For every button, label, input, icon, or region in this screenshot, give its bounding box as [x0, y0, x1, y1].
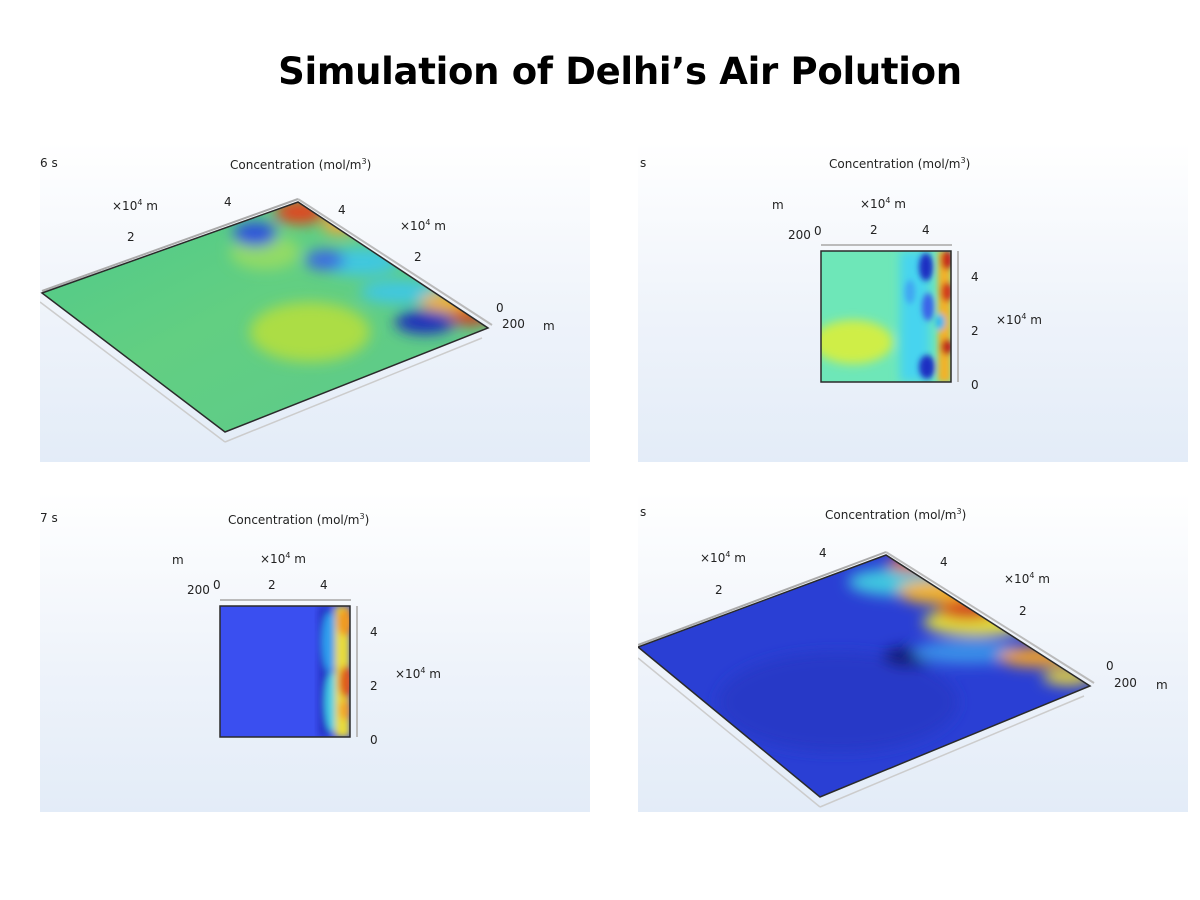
surface-outline	[820, 250, 952, 383]
surface-outline	[219, 605, 351, 738]
surface-outline	[40, 201, 490, 433]
tick-label: 0	[496, 301, 504, 315]
tick-label: 2	[127, 230, 135, 244]
unit-label: m	[772, 198, 784, 212]
time-label: 6 s	[40, 156, 58, 170]
tick-label: 4	[819, 546, 827, 560]
surface-plot-top-3: 7 s Concentration (mol/m3) m ×104 m 200 …	[40, 511, 441, 747]
tick-label: 0	[971, 378, 979, 392]
tick-label: 4	[320, 578, 328, 592]
tick-label: 200	[187, 583, 210, 597]
unit-label: m	[1156, 678, 1168, 692]
concentration-surface	[42, 202, 488, 432]
tick-label: 200	[788, 228, 811, 242]
tick-label: 4	[922, 223, 930, 237]
time-label: 7 s	[40, 511, 58, 525]
concentration-surface	[220, 606, 350, 737]
tick-label: 4	[971, 270, 979, 284]
unit-label: m	[172, 553, 184, 567]
axis-unit-label: ×104 m	[395, 666, 441, 681]
axis-line	[885, 551, 1095, 684]
tick-label: 0	[213, 578, 221, 592]
tick-label: 2	[1019, 604, 1027, 618]
axis-unit-label: ×104 m	[860, 196, 906, 211]
axis-unit-label: ×104 m	[400, 218, 446, 233]
axis-line	[638, 551, 887, 646]
axis-unit-label: ×104 m	[260, 551, 306, 566]
plot-title: Concentration (mol/m3)	[230, 157, 371, 172]
plot-title: Concentration (mol/m3)	[829, 156, 970, 171]
unit-label: m	[543, 319, 555, 333]
axis-unit-label: ×104 m	[996, 312, 1042, 327]
simulation-panel-1: 6 s Concentration (mol/m3) ×104 m 2 4 4 …	[40, 142, 590, 462]
axis-line	[819, 695, 1085, 808]
time-label: s	[640, 505, 646, 519]
axis-unit-label: ×104 m	[700, 550, 746, 565]
tick-label: 200	[502, 317, 525, 331]
plot-title: Concentration (mol/m3)	[825, 507, 966, 522]
tick-label: 0	[1106, 659, 1114, 673]
tick-label: 2	[414, 250, 422, 264]
surface-outline	[638, 554, 1092, 798]
tick-label: 4	[224, 195, 232, 209]
tick-label: 2	[715, 583, 723, 597]
simulation-panel-2: s Concentration (mol/m3) m ×104 m 200 0 …	[638, 142, 1188, 462]
tick-label: 0	[814, 224, 822, 238]
time-label: s	[640, 156, 646, 170]
tick-label: 4	[940, 555, 948, 569]
surface-plot-3d-1: 6 s Concentration (mol/m3) ×104 m 2 4 4 …	[40, 156, 555, 443]
axis-unit-label: ×104 m	[112, 198, 158, 213]
axis-line	[40, 301, 226, 443]
concentration-surface	[821, 251, 951, 382]
tick-label: 200	[1114, 676, 1137, 690]
tick-label: 2	[370, 679, 378, 693]
concentration-surface	[638, 555, 1090, 797]
axis-line	[224, 337, 483, 443]
tick-label: 2	[870, 223, 878, 237]
axis-unit-label: ×104 m	[1004, 571, 1050, 586]
axis-line	[638, 657, 821, 808]
tick-label: 4	[370, 625, 378, 639]
tick-label: 2	[268, 578, 276, 592]
plot-title: Concentration (mol/m3)	[228, 512, 369, 527]
surface-plot-3d-4: s Concentration (mol/m3) ×104 m 2 4 4 ×1…	[638, 505, 1168, 808]
surface-plot-top-2: s Concentration (mol/m3) m ×104 m 200 0 …	[640, 156, 1042, 392]
page-title: Simulation of Delhi’s Air Polution	[278, 50, 962, 93]
axis-line	[297, 198, 493, 326]
tick-label: 0	[370, 733, 378, 747]
tick-label: 4	[338, 203, 346, 217]
simulation-panel-3: 7 s Concentration (mol/m3) m ×104 m 200 …	[40, 492, 590, 812]
simulation-panel-4: s Concentration (mol/m3) ×104 m 2 4 4 ×1…	[638, 492, 1188, 812]
tick-label: 2	[971, 324, 979, 338]
axis-line	[41, 198, 299, 292]
